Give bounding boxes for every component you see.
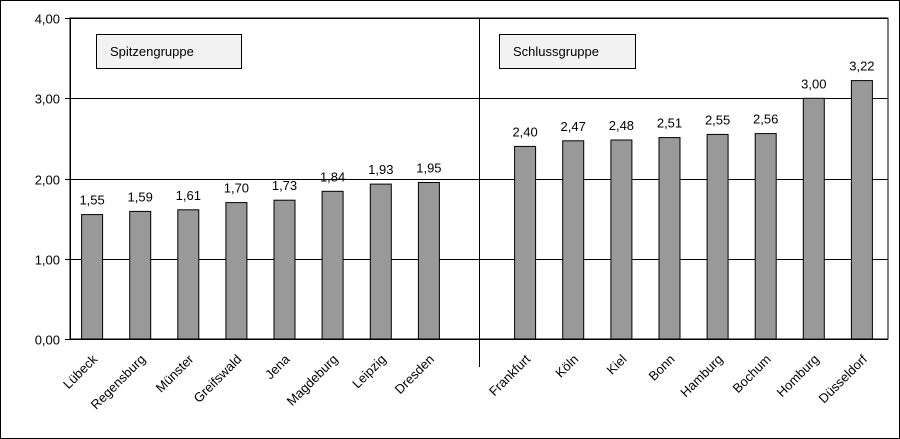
group-layer: Spitzengruppe Schlussgruppe [96, 34, 636, 69]
y-tick-label: 1,00 [35, 253, 60, 268]
y-tick-label: 4,00 [35, 12, 60, 27]
group-label-box [96, 34, 242, 69]
data-label: 1,95 [416, 161, 441, 176]
group-label-box [499, 34, 636, 69]
bar-2 [129, 210, 152, 340]
bar-6 [321, 190, 344, 340]
bar-16 [850, 80, 873, 340]
bar-15 [802, 97, 825, 340]
data-label: 1,70 [224, 181, 249, 196]
data-label: 1,73 [272, 178, 297, 193]
data-label: 2,55 [705, 112, 730, 127]
data-label: 2,40 [512, 124, 537, 139]
data-label: 2,51 [657, 116, 682, 131]
data-label: 3,00 [801, 76, 826, 91]
bar-4 [225, 202, 248, 340]
data-label: 1,59 [128, 189, 153, 204]
bar-5 [273, 199, 296, 340]
bar-13 [706, 133, 729, 340]
data-label: 2,47 [561, 119, 586, 134]
bar-7 [369, 183, 392, 340]
data-label: 2,48 [609, 118, 634, 133]
data-label: 1,55 [79, 193, 104, 208]
data-label: 2,56 [753, 112, 778, 127]
axis-layer: 0,00 1,00 2,00 3,00 4,00 [35, 12, 888, 367]
group-label: Schlussgruppe [513, 44, 599, 59]
y-tick-label: 0,00 [35, 333, 60, 348]
bar-9 [514, 145, 537, 340]
group-label: Spitzengruppe [110, 44, 194, 59]
bar-11 [610, 139, 633, 340]
data-label: 3,22 [849, 59, 874, 74]
data-label: 1,84 [320, 169, 345, 184]
bar-14 [754, 133, 777, 340]
data-label: 1,61 [176, 188, 201, 203]
bar-1 [81, 214, 104, 340]
bar-3 [177, 209, 200, 340]
y-tick-label: 3,00 [35, 92, 60, 107]
bar-8 [417, 182, 440, 340]
bar-10 [562, 140, 585, 340]
bar-12 [658, 137, 681, 340]
data-label: 1,93 [368, 162, 393, 177]
y-tick-label: 2,00 [35, 173, 60, 188]
bar-layer [81, 80, 873, 340]
